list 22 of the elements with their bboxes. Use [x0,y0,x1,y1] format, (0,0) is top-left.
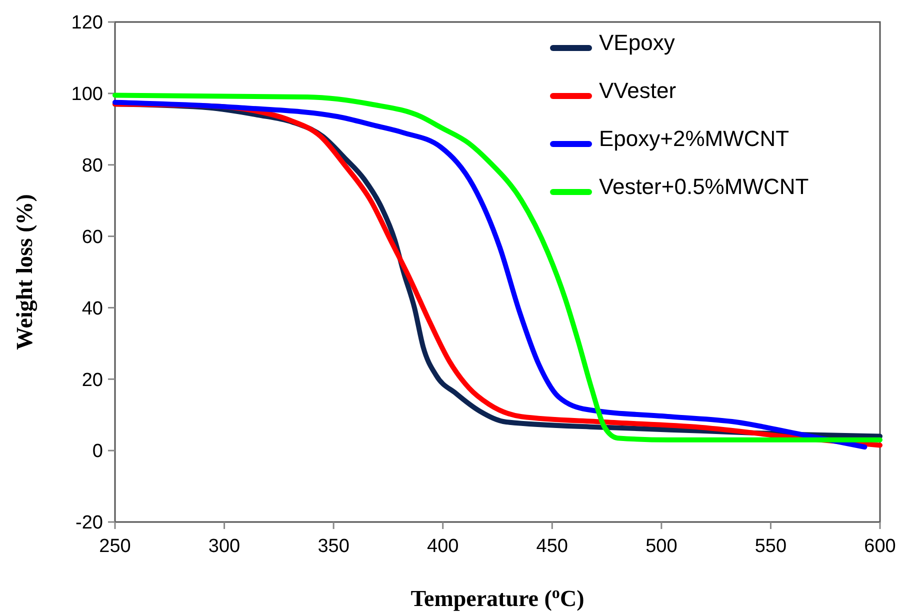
x-tick-label: 500 [646,536,678,557]
y-tick-label: 20 [82,370,103,391]
x-axis-title: Temperature ($^{o}$C) [410,584,584,611]
legend-label: Vester+0.5%MWCNT [599,174,809,200]
x-tick-label: 450 [536,536,568,557]
x-tick-label: 400 [427,536,459,557]
legend-label: Epoxy+2%MWCNT [599,126,790,152]
y-tick-label: 0 [92,441,103,462]
y-tick-label: 80 [82,156,103,177]
y-tick-label: 40 [82,298,103,320]
x-tick-label: 600 [864,536,896,557]
y-axis-title: Weight loss (%) [12,194,38,350]
legend-label: VEpoxy [599,30,675,56]
legend-label: VVester [599,78,676,104]
y-tick-label: 120 [71,12,103,34]
x-tick-label: 350 [318,536,350,557]
x-tick-label: 250 [99,536,131,557]
y-tick-label: 100 [71,84,103,106]
x-tick-label: 550 [754,536,787,557]
x-tick-label: 300 [208,536,240,557]
y-tick-label: 60 [82,226,103,248]
y-tick-label: -20 [76,512,103,534]
